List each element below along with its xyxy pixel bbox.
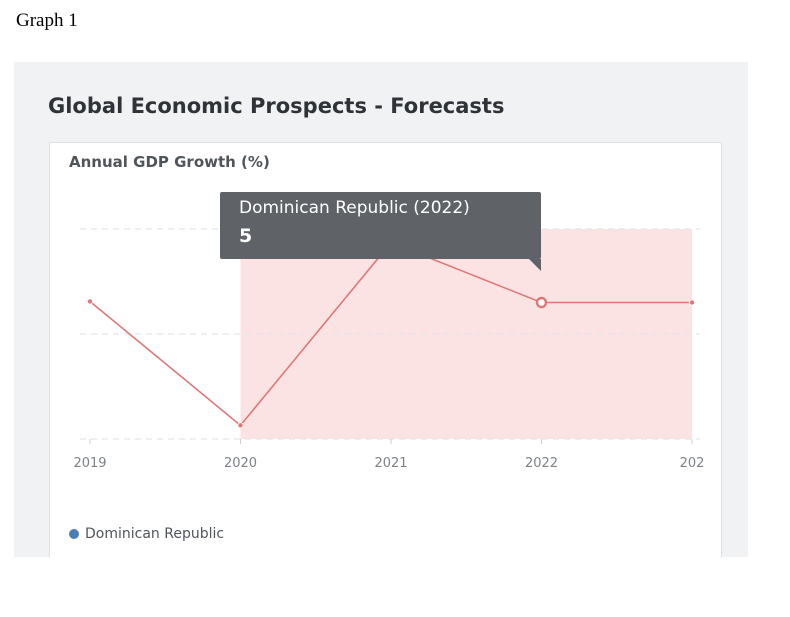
x-tick-label-202: 202 [680,456,705,471]
page-label: Graph 1 [16,10,78,31]
x-tick-label-2019: 2019 [73,456,106,471]
panel-title: Global Economic Prospects - Forecasts [48,94,505,118]
chart-card: Annual GDP Growth (%) 2019 2020 2021 2022 20… [49,142,722,558]
tooltip-title: Dominican Republic (2022) [239,198,470,218]
legend-label: Dominican Republic [85,526,225,542]
legend-dot-icon [69,529,79,539]
data-point-2019 [87,298,94,305]
forecast-panel: Global Economic Prospects - Forecasts An… [14,62,748,558]
data-point-202 [689,299,696,306]
data-point-2020 [237,422,244,429]
data-point-highlighted [535,296,548,309]
chart-tooltip: Dominican Republic (2022) 5 [220,192,541,271]
chart-title: Annual GDP Growth (%) [69,153,270,171]
tooltip-value: 5 [239,225,253,247]
x-tick-label-2022: 2022 [525,456,558,471]
x-tick-label-2020: 2020 [224,456,257,471]
x-tick-label-2021: 2021 [374,456,407,471]
chart-legend[interactable]: Dominican Republic [69,526,224,542]
